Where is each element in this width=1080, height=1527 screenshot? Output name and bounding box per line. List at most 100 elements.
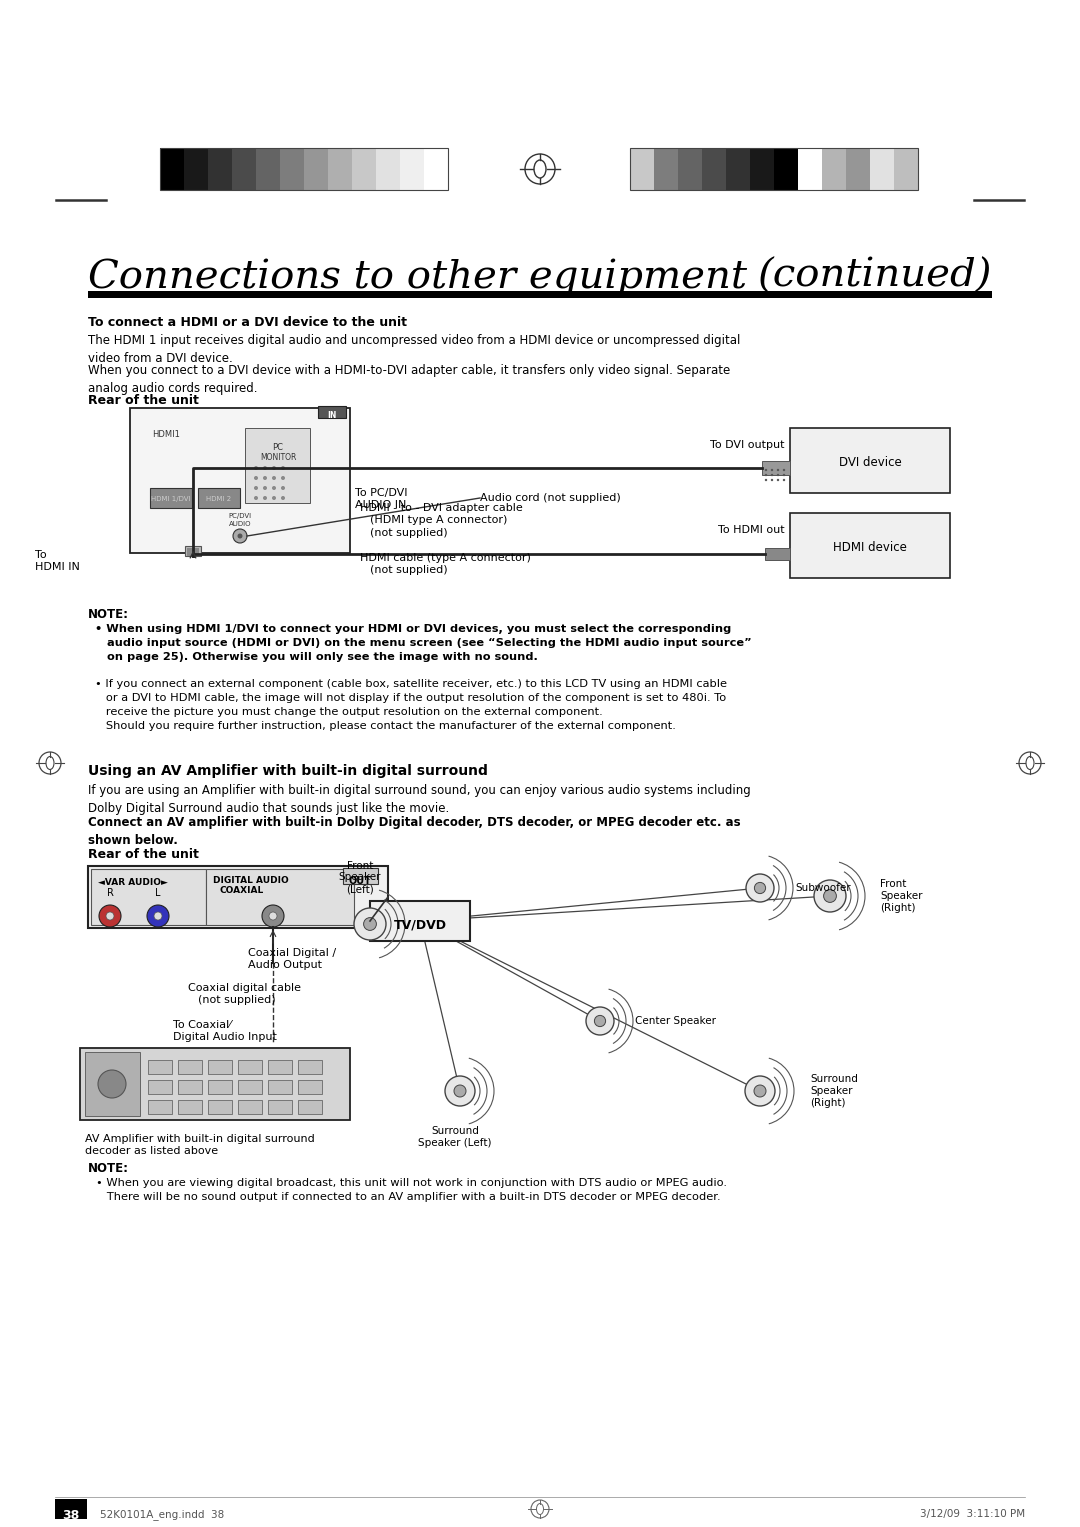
Circle shape [771, 469, 773, 472]
Text: 3/12/09  3:11:10 PM: 3/12/09 3:11:10 PM [920, 1509, 1025, 1519]
Text: Center Speaker: Center Speaker [635, 1015, 716, 1026]
Text: 38: 38 [63, 1509, 80, 1522]
Bar [150, 489, 192, 508]
Circle shape [254, 496, 258, 499]
Circle shape [765, 469, 767, 472]
Bar [178, 1080, 202, 1093]
Bar [726, 148, 750, 189]
Bar [208, 148, 232, 189]
Bar [789, 513, 950, 579]
Bar [245, 428, 310, 502]
Circle shape [272, 496, 276, 499]
Ellipse shape [364, 918, 377, 930]
Ellipse shape [746, 873, 774, 902]
Bar [87, 866, 388, 928]
Ellipse shape [754, 1086, 766, 1096]
Text: PC: PC [272, 443, 283, 452]
Text: Rear of the unit: Rear of the unit [87, 394, 199, 408]
Text: • When using HDMI 1/DVI to connect your HDMI or DVI devices, you must select the: • When using HDMI 1/DVI to connect your … [95, 625, 752, 663]
Text: Audio cord (not supplied): Audio cord (not supplied) [480, 493, 621, 502]
Bar [232, 148, 256, 189]
Bar [774, 148, 798, 189]
Circle shape [254, 476, 258, 479]
Bar [894, 148, 918, 189]
Bar [376, 148, 400, 189]
Ellipse shape [755, 883, 766, 893]
Text: ◄VAR AUDIO►: ◄VAR AUDIO► [98, 878, 167, 887]
Ellipse shape [454, 1086, 465, 1096]
Bar [268, 1099, 292, 1115]
Text: Subwoofer: Subwoofer [795, 883, 851, 893]
Bar [55, 1500, 87, 1519]
Bar [91, 869, 206, 925]
Circle shape [783, 469, 785, 472]
Circle shape [771, 473, 773, 476]
Text: If you are using an Amplifier with built-in digital surround sound, you can enjo: If you are using an Amplifier with built… [87, 783, 751, 815]
Text: HDMI cable (type A connector): HDMI cable (type A connector) [360, 553, 531, 563]
Text: To DVI output: To DVI output [711, 440, 785, 450]
Bar [208, 1080, 232, 1093]
Bar [298, 1099, 322, 1115]
Ellipse shape [745, 1077, 775, 1106]
Text: To: To [35, 550, 46, 560]
Ellipse shape [594, 1015, 606, 1026]
Bar [268, 1060, 292, 1073]
Text: To connect a HDMI or a DVI device to the unit: To connect a HDMI or a DVI device to the… [87, 316, 407, 328]
Circle shape [272, 466, 276, 470]
Bar [130, 408, 350, 553]
Text: HDMI IN: HDMI IN [35, 562, 80, 573]
Bar [256, 148, 280, 189]
Circle shape [264, 496, 267, 499]
Circle shape [272, 486, 276, 490]
Bar [148, 1060, 172, 1073]
Text: MONITOR: MONITOR [260, 454, 296, 463]
Circle shape [154, 912, 162, 919]
Ellipse shape [445, 1077, 475, 1106]
Ellipse shape [814, 880, 846, 912]
Text: DIGITAL AUDIO: DIGITAL AUDIO [213, 876, 288, 886]
Text: TV/DVD: TV/DVD [393, 919, 446, 931]
Text: Using an AV Amplifier with built-in digital surround: Using an AV Amplifier with built-in digi… [87, 764, 488, 777]
Bar [678, 148, 702, 189]
Text: There will be no sound output if connected to an AV amplifier with a built-in DT: There will be no sound output if connect… [96, 1193, 720, 1202]
Text: HDMI1: HDMI1 [152, 431, 180, 438]
Text: Coaxial digital cable: Coaxial digital cable [188, 983, 301, 993]
Text: Digital Audio Input: Digital Audio Input [173, 1032, 276, 1041]
Circle shape [269, 912, 276, 919]
Text: NOTE:: NOTE: [87, 1162, 129, 1174]
Bar [846, 148, 870, 189]
Bar [328, 148, 352, 189]
Text: To PC/DVI: To PC/DVI [355, 489, 407, 498]
Bar [80, 1048, 350, 1119]
Bar [198, 489, 240, 508]
Bar [208, 1099, 232, 1115]
Circle shape [254, 466, 258, 470]
Text: L: L [156, 889, 161, 898]
Bar [206, 869, 354, 925]
Text: HDMI - to - DVI adapter cable: HDMI - to - DVI adapter cable [360, 502, 523, 513]
Circle shape [777, 479, 779, 481]
Bar [87, 292, 993, 298]
Text: HDMI 1/DVI: HDMI 1/DVI [151, 496, 191, 502]
Bar [789, 428, 950, 493]
Circle shape [281, 486, 285, 490]
Circle shape [264, 486, 267, 490]
Bar [750, 148, 774, 189]
Bar [184, 148, 208, 189]
Circle shape [765, 473, 767, 476]
Circle shape [777, 473, 779, 476]
Circle shape [106, 912, 114, 919]
Text: Connect an AV amplifier with built-in Dolby Digital decoder, DTS decoder, or MPE: Connect an AV amplifier with built-in Do… [87, 815, 741, 847]
Ellipse shape [586, 1006, 615, 1035]
Circle shape [281, 466, 285, 470]
Text: The HDMI 1 input receives digital audio and uncompressed video from a HDMI devic: The HDMI 1 input receives digital audio … [87, 334, 741, 365]
Bar [280, 148, 303, 189]
Bar [178, 1060, 202, 1073]
Bar [148, 1080, 172, 1093]
Bar [702, 148, 726, 189]
Ellipse shape [98, 1070, 126, 1098]
Bar [238, 1060, 262, 1073]
Circle shape [254, 486, 258, 490]
Bar [370, 901, 470, 941]
Bar [187, 548, 199, 556]
